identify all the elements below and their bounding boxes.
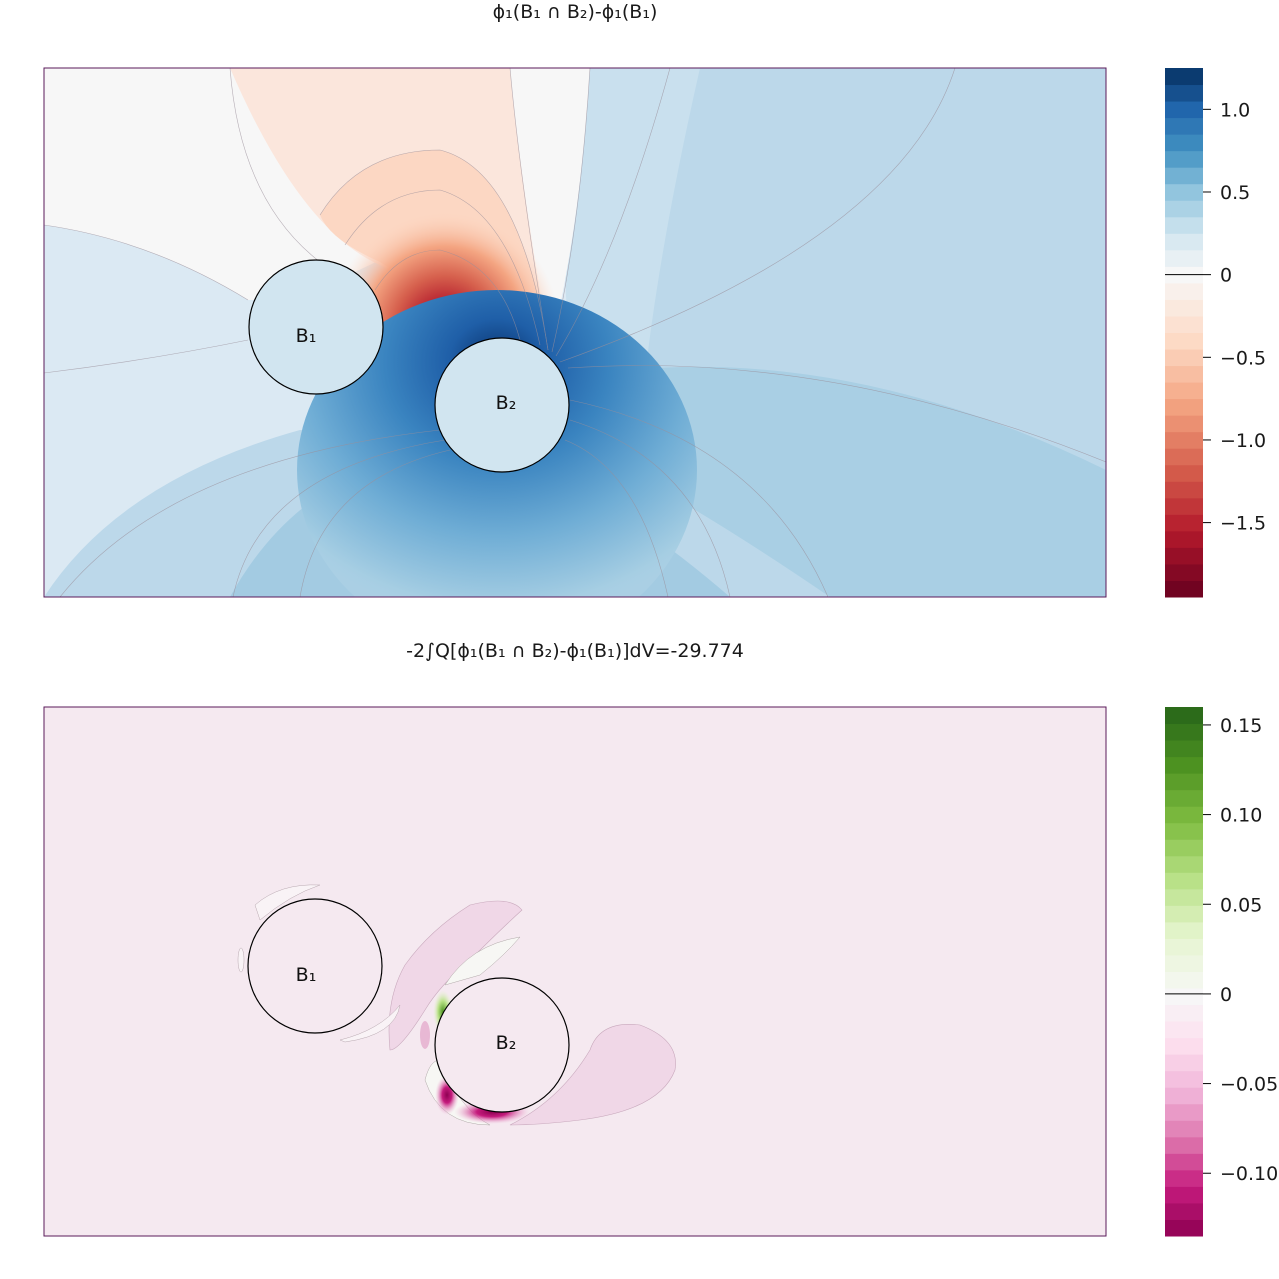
panel1-colorbar (1165, 68, 1211, 598)
panel1-heatmap (44, 68, 1106, 597)
colorbar-segment (1165, 1070, 1203, 1088)
colorbar-segment (1165, 1186, 1203, 1204)
colorbar-segment (1165, 249, 1203, 267)
colorbar-segment (1165, 233, 1203, 251)
colorbar-segment (1165, 530, 1203, 548)
cb1-tick-label: 1.0 (1220, 99, 1250, 121)
colorbar-segment (1165, 563, 1203, 581)
colorbar-segment (1165, 988, 1203, 1006)
colorbar-segment (1165, 806, 1203, 824)
panel2-heatmap (44, 707, 1106, 1236)
colorbar-segment (1165, 756, 1203, 774)
colorbar-segment (1165, 398, 1203, 416)
cb2-tick-label: 0 (1220, 984, 1232, 1006)
colorbar-segment (1165, 332, 1203, 350)
colorbar-segment (1165, 822, 1203, 840)
cb2-tick-label: 0.15 (1220, 715, 1262, 737)
colorbar-segment (1165, 183, 1203, 201)
colorbar-segment (1165, 839, 1203, 857)
colorbar-segment (1165, 1219, 1203, 1237)
colorbar-segment (1165, 1004, 1203, 1022)
panel2-title: -2∫Q[ϕ₁(B₁ ∩ B₂)-ϕ₁(B₁)]dV=-29.774 (406, 640, 744, 662)
colorbar-segment (1165, 1202, 1203, 1220)
cb2-tick-label: 0.05 (1220, 894, 1262, 916)
colorbar-segment (1165, 1054, 1203, 1072)
colorbar-segment (1165, 365, 1203, 383)
colorbar-segment (1165, 855, 1203, 873)
colorbar-segment (1165, 282, 1203, 300)
panel1-label-b2: B₂ (496, 392, 517, 414)
colorbar-segment (1165, 547, 1203, 565)
colorbar-segment (1165, 101, 1203, 119)
panel1-label-b1: B₁ (296, 325, 317, 347)
colorbar-segment (1165, 299, 1203, 317)
colorbar-segment (1165, 497, 1203, 515)
colorbar-segment (1165, 514, 1203, 532)
colorbar-segment (1165, 117, 1203, 135)
colorbar-segment (1165, 938, 1203, 956)
panel1-title: ϕ₁(B₁ ∩ B₂)-ϕ₁(B₁) (493, 1, 658, 23)
colorbar-segment (1165, 431, 1203, 449)
colorbar-segment (1165, 971, 1203, 989)
colorbar-segment (1165, 150, 1203, 168)
colorbar-segment (1165, 888, 1203, 906)
colorbar-segment (1165, 789, 1203, 807)
cb1-tick-label: −1.0 (1220, 430, 1266, 452)
panel2-frame (43, 706, 1107, 1237)
colorbar-segment (1165, 905, 1203, 923)
panel2-label-b2: B₂ (496, 1032, 517, 1054)
b1-circle (248, 259, 384, 395)
panel2-colorbar (1165, 707, 1211, 1237)
cb2-tick-label: −0.05 (1220, 1074, 1278, 1096)
colorbar-segment (1165, 315, 1203, 333)
colorbar-segment (1165, 464, 1203, 482)
colorbar-segment (1165, 740, 1203, 758)
b2-circle (434, 337, 570, 473)
colorbar-segment (1165, 382, 1203, 400)
colorbar-segment (1165, 1153, 1203, 1171)
colorbar-segment (1165, 167, 1203, 185)
cb1-tick-label: −0.5 (1220, 347, 1266, 369)
b1-circle (247, 898, 383, 1034)
colorbar-segment (1165, 1021, 1203, 1039)
colorbar-segment (1165, 1136, 1203, 1154)
colorbar-segment (1165, 1087, 1203, 1105)
b2-circle (434, 977, 570, 1113)
colorbar-segment (1165, 1103, 1203, 1121)
colorbar-segment (1165, 481, 1203, 499)
colorbar-segment (1165, 872, 1203, 890)
colorbar-segment (1165, 68, 1203, 86)
cb1-tick-label: 0.5 (1220, 182, 1250, 204)
cb1-tick-label: 0 (1220, 265, 1232, 287)
colorbar-segment (1165, 1037, 1203, 1055)
cb2-tick-label: −0.10 (1220, 1163, 1278, 1185)
panel2-label-b1: B₁ (296, 964, 317, 986)
colorbar-segment (1165, 921, 1203, 939)
panel1-colorbar-ticks: 1.0 0.5 0 −0.5 −1.0 −1.5 (1220, 99, 1266, 534)
colorbar-segment (1165, 349, 1203, 367)
colorbar-segment (1165, 707, 1203, 725)
colorbar-segment (1165, 415, 1203, 433)
cb2-tick-label: 0.10 (1220, 805, 1262, 827)
cb1-tick-label: −1.5 (1220, 513, 1266, 535)
colorbar-segment (1165, 723, 1203, 741)
colorbar-segment (1165, 1169, 1203, 1187)
colorbar-segment (1165, 1120, 1203, 1138)
panel1-frame (43, 67, 1107, 598)
colorbar-segment (1165, 448, 1203, 466)
colorbar-segment (1165, 134, 1203, 152)
colorbar-segment (1165, 580, 1203, 598)
colorbar-segment (1165, 200, 1203, 218)
colorbar-segment (1165, 954, 1203, 972)
colorbar-segment (1165, 773, 1203, 791)
panel2-colorbar-ticks: 0.15 0.10 0.05 0 −0.05 −0.10 (1220, 715, 1278, 1185)
colorbar-segment (1165, 84, 1203, 102)
colorbar-segment (1165, 216, 1203, 234)
